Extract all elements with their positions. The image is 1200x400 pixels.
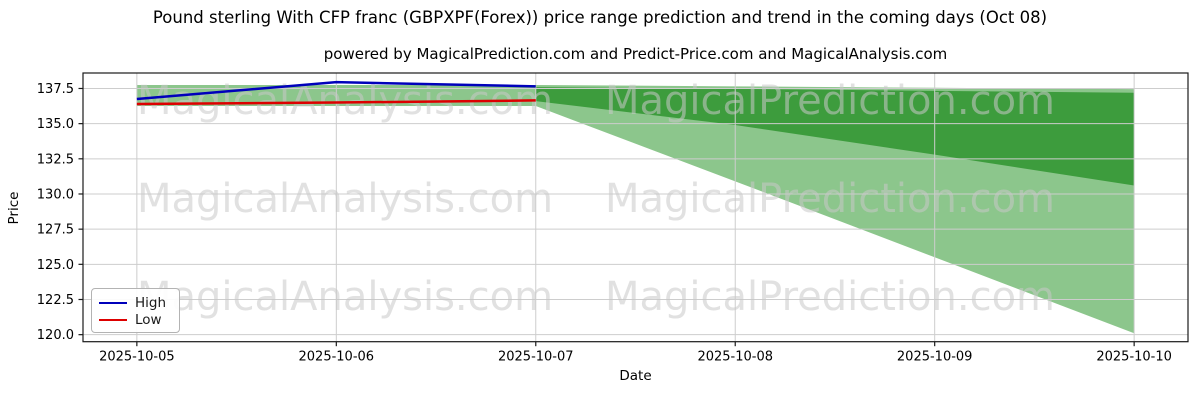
x-tick-label: 2025-10-10 — [1096, 350, 1172, 365]
low-line — [136, 99, 536, 106]
watermark-prediction: MagicalPrediction.com — [605, 78, 1055, 124]
watermark-prediction: MagicalPrediction.com — [605, 176, 1055, 222]
forecast-inner-band — [535, 87, 1135, 186]
chart-subtitle: powered by MagicalPrediction.com and Pre… — [323, 45, 948, 63]
x-tick-label: 2025-10-06 — [299, 350, 375, 365]
high-line-swatch — [99, 301, 127, 304]
axes: 120.0 122.5 125.0 127.5 130.0 132.5 135.0 137.5… — [37, 72, 1189, 365]
legend: High Low — [91, 288, 180, 333]
y-tick-label: 135.0 — [37, 117, 74, 132]
watermark-analysis: MagicalAnalysis.com — [137, 274, 553, 320]
y-tick-label: 127.5 — [37, 223, 74, 238]
plot-frame — [82, 72, 1189, 343]
y-tick-label: 132.5 — [37, 152, 74, 167]
gridlines — [83, 73, 1188, 342]
price-lines — [136, 80, 536, 106]
y-tick-label: 130.0 — [37, 187, 74, 202]
legend-label-high: High — [135, 294, 167, 311]
x-tick-label: 2025-10-07 — [498, 350, 574, 365]
y-tick-label: 137.5 — [37, 82, 74, 97]
watermarks: MagicalAnalysis.com MagicalPrediction.co… — [137, 78, 1055, 320]
y-tick-label: 120.0 — [37, 328, 74, 343]
prediction-bands — [136, 84, 1135, 334]
y-tick-label: 122.5 — [37, 293, 74, 308]
x-tick-label: 2025-10-05 — [99, 350, 175, 365]
legend-item-low: Low — [99, 311, 171, 328]
legend-label-low: Low — [135, 311, 162, 328]
x-axis-label: Date — [619, 368, 652, 384]
x-tick-label: 2025-10-09 — [897, 350, 973, 365]
watermark-prediction: MagicalPrediction.com — [605, 274, 1055, 320]
high-line — [136, 80, 536, 101]
y-tick-label: 125.0 — [37, 258, 74, 273]
chart-title: Pound sterling With CFP franc (GBPXPF(Fo… — [152, 8, 1048, 27]
watermark-analysis: MagicalAnalysis.com — [137, 176, 553, 222]
low-line-swatch — [99, 318, 127, 321]
y-axis-label: Price — [6, 191, 22, 225]
x-tick-label: 2025-10-08 — [697, 350, 773, 365]
legend-item-high: High — [99, 294, 171, 311]
